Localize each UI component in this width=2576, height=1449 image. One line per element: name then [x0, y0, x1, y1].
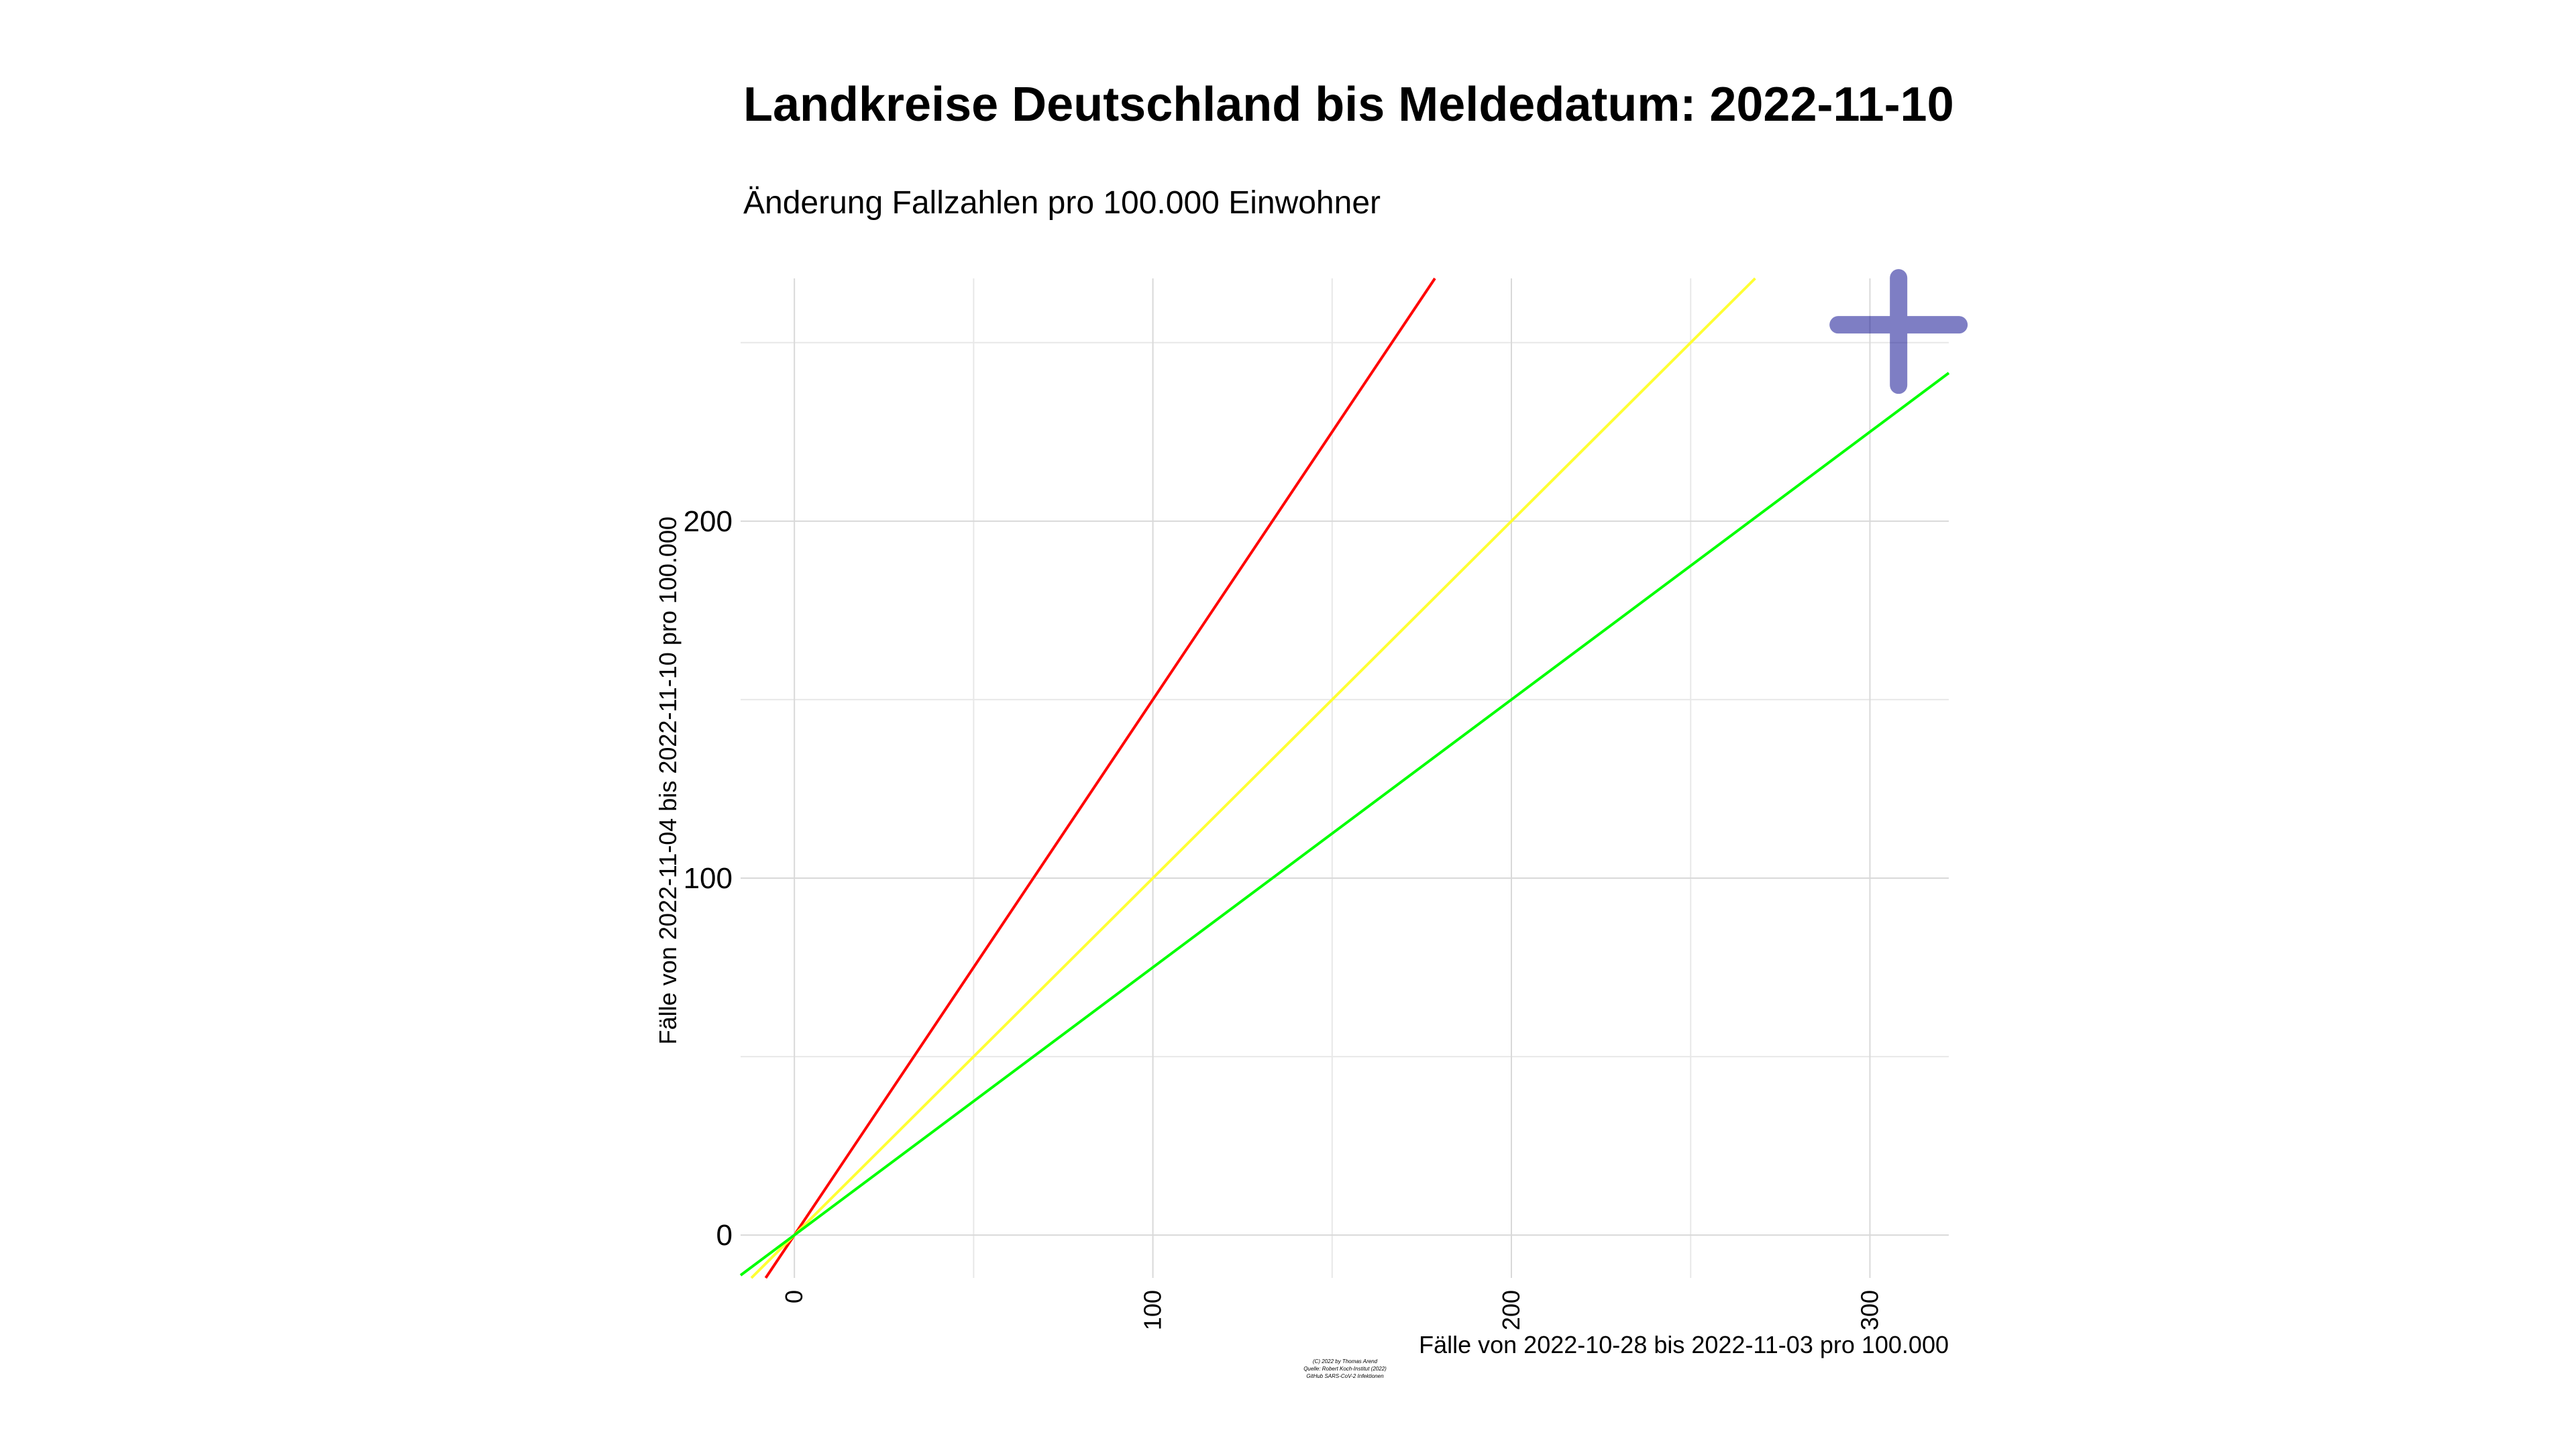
series-line-2 [739, 372, 1950, 1277]
y-axis-ticks: 0 100 200 [684, 505, 733, 1252]
caption: (C) 2022 by Thomas Arend Quelle: Robert … [1303, 1358, 1387, 1379]
y-axis-label: Fälle von 2022-11-04 bis 2022-11-10 pro … [654, 517, 682, 1044]
x-tick-label: 0 [780, 1290, 808, 1303]
caption-line-2: Quelle: Robert Koch-Institut (2022) [1303, 1366, 1387, 1372]
grid [741, 278, 1949, 1278]
data-points [1829, 269, 1968, 394]
y-tick-label: 100 [684, 862, 733, 895]
chart-title: Landkreise Deutschland bis Meldedatum: 2… [743, 78, 1954, 131]
data-point-0 [1829, 269, 1968, 394]
series-line-1 [750, 277, 1756, 1279]
x-axis-ticks: 0 100 200 300 [780, 1290, 1883, 1330]
y-tick-label: 200 [684, 505, 733, 538]
caption-line-3: GitHub SARS-CoV-2 Infektionen [1306, 1373, 1384, 1379]
x-tick-label: 200 [1497, 1290, 1525, 1330]
x-axis-label: Fälle von 2022-10-28 bis 2022-11-03 pro … [1419, 1331, 1949, 1358]
y-tick-label: 0 [716, 1219, 733, 1252]
chart-subtitle: Änderung Fallzahlen pro 100.000 Einwohne… [743, 185, 1381, 221]
x-tick-label: 300 [1856, 1290, 1883, 1330]
series-line-0 [764, 277, 1436, 1279]
x-tick-label: 100 [1139, 1290, 1167, 1330]
series-lines [739, 277, 1950, 1279]
caption-line-1: (C) 2022 by Thomas Arend [1313, 1358, 1378, 1364]
